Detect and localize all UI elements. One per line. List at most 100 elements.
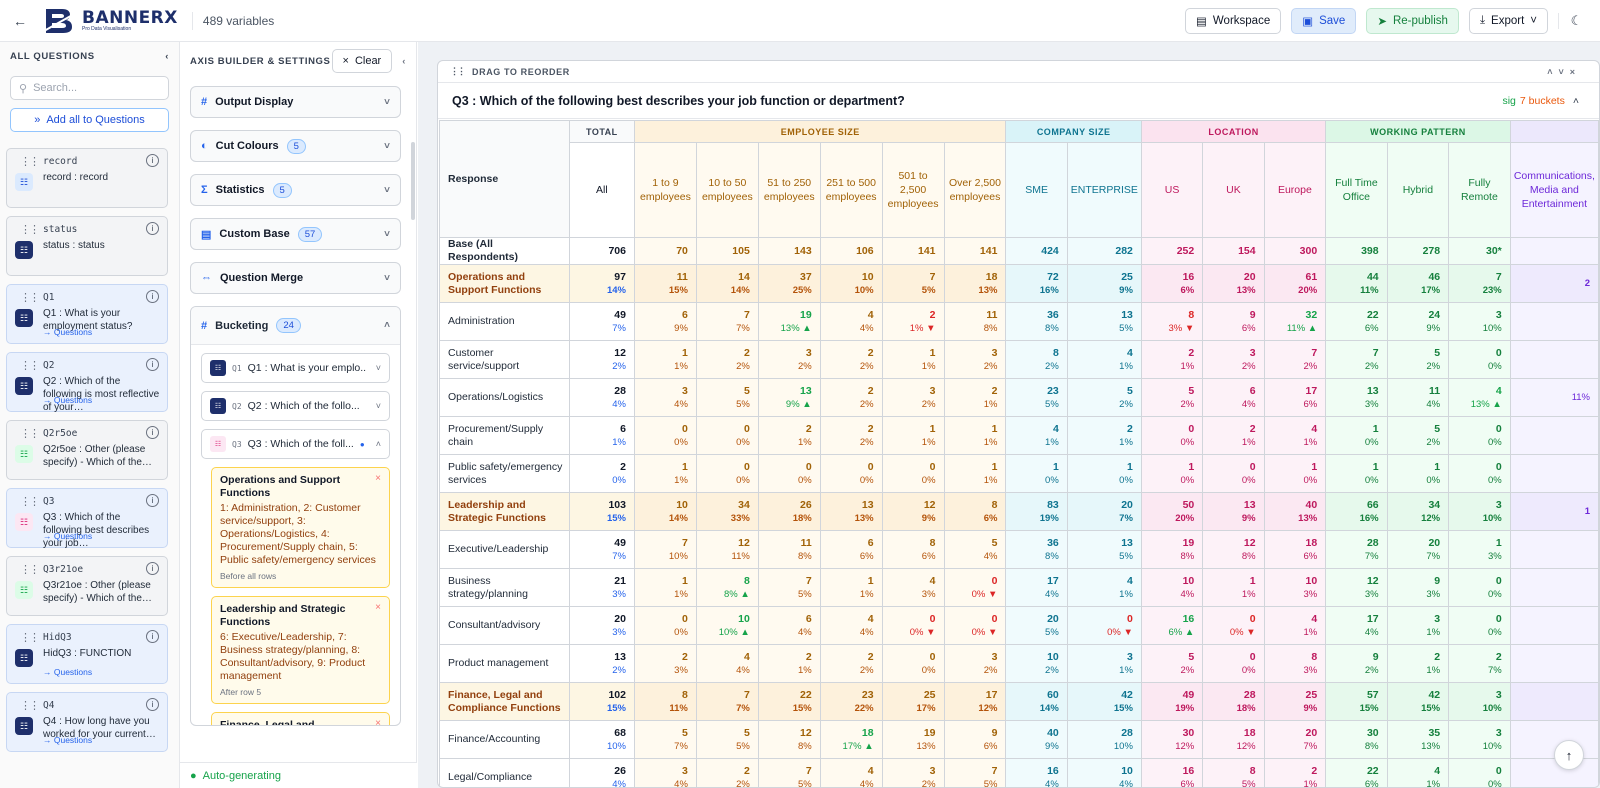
data-cell[interactable]: 42 15% — [1066, 682, 1142, 721]
data-cell[interactable]: 0 0% — [1448, 416, 1511, 455]
data-cell[interactable]: 13 9% — [1202, 492, 1265, 531]
data-cell[interactable]: 21 3% — [568, 568, 635, 607]
data-cell[interactable]: 68 10% — [568, 720, 635, 759]
data-cell[interactable]: 7 5% — [757, 758, 821, 787]
data-cell[interactable]: 2 1% — [1263, 758, 1327, 787]
bucketing-header[interactable]: # Bucketing 24 ˄ — [191, 307, 400, 345]
theme-toggle-moon-icon[interactable]: ☾ — [1558, 12, 1584, 29]
data-cell[interactable]: 40 13% — [1263, 492, 1327, 531]
data-cell[interactable]: 5 2% — [1386, 340, 1450, 379]
info-icon[interactable]: i — [146, 426, 159, 439]
data-cell[interactable]: 7 7% — [695, 302, 759, 341]
data-cell[interactable]: 4 1% — [1066, 340, 1142, 379]
data-cell[interactable]: 2 0% — [568, 454, 635, 493]
settings-section[interactable]: Σ Statistics 5 ˅ — [190, 174, 401, 206]
column-header[interactable]: Over 2,500 employees — [943, 142, 1007, 238]
data-cell[interactable]: 5 5% — [695, 378, 759, 417]
column-header[interactable]: SME — [1005, 142, 1068, 238]
data-cell[interactable]: 10 10% — [819, 264, 883, 303]
question-card[interactable]: ⋮⋮ HidQ3 i ☷ HidQ3 : FUNCTION → Question… — [6, 624, 168, 684]
data-cell[interactable]: 30 12% — [1140, 720, 1204, 759]
data-cell[interactable]: 7 5% — [757, 568, 821, 607]
data-cell[interactable]: 11 15% — [633, 264, 697, 303]
data-cell[interactable]: 3 10% — [1448, 302, 1511, 341]
collapse-chevron-icon[interactable]: ‹ — [165, 50, 169, 62]
column-header[interactable]: 251 to 500 employees — [819, 142, 883, 238]
question-card[interactable]: ⋮⋮ Q2 i ☷ Q2 : Which of the following is… — [6, 352, 168, 413]
data-cell[interactable]: 19 13% — [881, 720, 945, 759]
data-cell[interactable]: 16 6% — [1140, 758, 1204, 787]
bucket-question-select[interactable]: ☷ Q2 Q2 : Which of the follo... ˅ — [201, 391, 390, 421]
info-icon[interactable]: i — [146, 222, 159, 235]
question-card[interactable]: ⋮⋮ status i ☷ status : status — [6, 216, 168, 276]
bucket-card[interactable]: Finance, Legal and Compliance Functions … — [211, 712, 390, 725]
data-cell[interactable]: 0 0% ▼ — [1066, 606, 1142, 645]
data-cell[interactable]: 3 2% — [881, 758, 945, 787]
data-cell[interactable]: 22 6% — [1325, 302, 1388, 341]
data-cell[interactable]: 2 2% — [819, 340, 883, 379]
data-cell[interactable]: 36 8% — [1005, 302, 1068, 341]
data-cell[interactable]: 18 6% — [1263, 530, 1327, 569]
question-card[interactable]: ⋮⋮ Q3r21oe i ☷ Q3r21oe : Other (please s… — [6, 556, 168, 616]
data-cell[interactable]: 2 2% — [695, 340, 759, 379]
data-cell[interactable]: 12 9% — [881, 492, 945, 531]
data-cell[interactable]: 0 0% ▼ — [943, 606, 1007, 645]
column-header[interactable]: 501 to 2,500 employees — [881, 142, 945, 238]
data-cell[interactable]: 6 9% — [633, 302, 697, 341]
data-cell[interactable] — [1509, 682, 1599, 721]
column-header[interactable]: Full Time Office — [1325, 142, 1388, 238]
column-header[interactable]: All — [568, 142, 635, 238]
drag-handle-icon[interactable]: ⋮⋮ — [20, 292, 40, 304]
drag-handle-icon[interactable]: ⋮⋮ — [20, 156, 40, 168]
search-input[interactable]: ⚲ Search... — [10, 76, 169, 100]
significance-toggle[interactable]: sig 7 buckets ˄ — [1502, 95, 1579, 107]
data-cell[interactable] — [1509, 606, 1599, 645]
data-cell[interactable]: 10 2% — [1005, 644, 1068, 683]
data-cell[interactable]: 0 0% — [757, 454, 821, 493]
data-cell[interactable]: 8 5% — [1202, 758, 1265, 787]
drag-handle-icon[interactable]: ⋮⋮ — [20, 428, 40, 440]
bucket-question-select[interactable]: ☷ Q1 Q1 : What is your emplo... ˅ — [201, 353, 390, 383]
data-cell[interactable]: 0 0% ▼ — [881, 606, 945, 645]
info-icon[interactable]: i — [146, 154, 159, 167]
data-cell[interactable]: 0 0% — [1448, 606, 1511, 645]
data-cell[interactable]: 18 12% — [1202, 720, 1265, 759]
data-cell[interactable] — [1509, 340, 1599, 379]
settings-section[interactable]: ▤ Custom Base 57 ˅ — [190, 218, 401, 250]
data-cell[interactable]: 0 0% — [1448, 340, 1511, 379]
data-cell[interactable]: 4 4% — [819, 758, 883, 787]
data-cell[interactable]: 13 9% ▲ — [757, 378, 821, 417]
data-cell[interactable]: 26 18% — [757, 492, 821, 531]
data-cell[interactable]: 13 13% — [819, 492, 883, 531]
data-cell[interactable]: 49 7% — [568, 302, 635, 341]
data-cell[interactable]: 7 5% — [943, 758, 1007, 787]
data-cell[interactable]: 4 4% — [695, 644, 759, 683]
data-cell[interactable]: 3 2% — [757, 340, 821, 379]
data-cell[interactable]: 20 7% — [1263, 720, 1327, 759]
drag-handle-icon[interactable]: ⋮⋮ — [20, 360, 40, 372]
data-cell[interactable]: 1 0% — [1325, 454, 1388, 493]
data-cell[interactable]: 4 1% — [1005, 416, 1068, 455]
column-header[interactable]: 1 to 9 employees — [633, 142, 697, 238]
data-cell[interactable]: 13 3% — [1325, 378, 1388, 417]
data-cell[interactable]: 4 4% — [819, 606, 883, 645]
data-cell[interactable]: 9 3% — [1386, 568, 1450, 607]
data-cell[interactable]: 0 0% — [1202, 454, 1265, 493]
remove-icon[interactable]: × — [375, 602, 381, 613]
drag-handle-icon[interactable]: ⋮⋮ — [20, 224, 40, 236]
data-cell[interactable]: 72 16% — [1005, 264, 1068, 303]
drag-handle-icon[interactable]: ⋮⋮ — [20, 496, 40, 508]
data-cell[interactable]: 1 0% — [1263, 454, 1327, 493]
data-cell[interactable]: 0 0% ▼ — [1202, 606, 1265, 645]
data-cell[interactable]: 0 0% — [881, 454, 945, 493]
data-cell[interactable]: 9 6% — [1202, 302, 1265, 341]
question-card[interactable]: ⋮⋮ record i ☷ record : record — [6, 148, 168, 208]
data-cell[interactable]: 5 4% — [943, 530, 1007, 569]
data-cell[interactable]: 6 6% — [819, 530, 883, 569]
info-icon[interactable]: i — [146, 494, 159, 507]
